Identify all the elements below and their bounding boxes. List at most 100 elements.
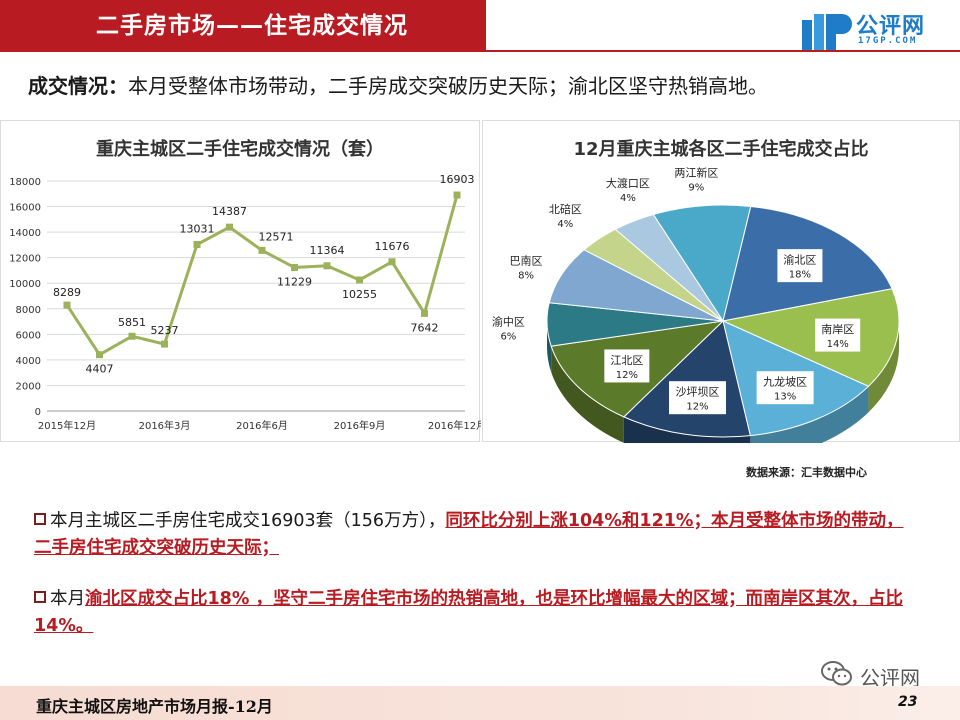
y-tick-label: 2000 <box>16 381 41 392</box>
line-chart: 0 2000 4000 6000 8000 10000 12000 14000 16000 180… <box>9 173 481 432</box>
pie-value-label: 4% <box>557 219 573 230</box>
pie-category-label: 南岸区 <box>821 323 854 336</box>
data-point <box>453 191 461 199</box>
pie-value-label: 13% <box>774 392 796 403</box>
pie-slice-side <box>623 416 751 443</box>
headline-text: 本月受整体市场带动，二手房成交突破历史天际；渝北区坚守热销高地。 <box>128 74 768 98</box>
pie-slice-side <box>868 321 899 413</box>
x-tick-label: 2016年3月 <box>139 419 191 432</box>
x-tick-label: 2016年9月 <box>334 419 386 432</box>
data-point <box>258 246 266 254</box>
y-tick-label: 6000 <box>16 330 41 341</box>
y-tick-label: 14000 <box>9 228 41 239</box>
pie-category-label: 九龙坡区 <box>763 376 807 389</box>
data-source-note: 数据来源：汇丰数据中心 <box>746 466 867 479</box>
data-label: 5237 <box>151 324 179 337</box>
pie-category-label: 两江新区 <box>674 166 718 180</box>
pie-category-label: 渝北区 <box>783 253 816 267</box>
logo-domain: 17GP.COM <box>858 36 918 46</box>
x-tick-label: 2015年12月 <box>38 419 96 432</box>
line-chart-panel: 重庆主城区二手住宅成交情况（套） 0 2000 4000 6000 8000 10000 1… <box>0 120 481 442</box>
y-tick-label: 10000 <box>9 279 41 290</box>
pie-value-label: 9% <box>688 183 704 194</box>
data-point <box>323 262 331 270</box>
pie-label-box <box>604 349 650 383</box>
pie-slice-side <box>551 346 624 443</box>
y-tick-label: 18000 <box>9 177 41 188</box>
data-label: 12571 <box>259 230 294 243</box>
data-label: 16903 <box>440 173 475 186</box>
bullet-point-2: 本月渝北区成交占比18% ，坚守二手房住宅市场的热销高地，也是环比增幅最大的区域… <box>34 586 914 640</box>
data-point <box>388 258 396 266</box>
pie-category-label: 北碚区 <box>549 202 582 216</box>
pie-label-box <box>815 318 861 352</box>
title-divider <box>486 50 960 52</box>
pie-slice <box>548 249 724 322</box>
headline: 成交情况：本月受整体市场带动，二手房成交突破历史天际；渝北区坚守热销高地。 <box>28 70 948 99</box>
data-point <box>63 301 71 309</box>
data-point <box>193 240 201 248</box>
data-point <box>291 264 298 272</box>
data-label: 13031 <box>180 222 215 235</box>
data-label: 10255 <box>342 288 377 301</box>
data-point <box>421 309 428 317</box>
logo-mark-icon <box>802 14 852 50</box>
report-name: 重庆主城区房地产市场月报-12月 <box>36 697 273 716</box>
footer-bar: 重庆主城区房地产市场月报-12月 23 <box>0 686 960 720</box>
wechat-icon <box>821 661 852 686</box>
pie-category-label: 巴南区 <box>510 255 543 268</box>
data-label: 5851 <box>118 316 146 329</box>
bullet-point-1: 本月主城区二手房住宅成交16903套（156万方），同环比分别上涨104%和12… <box>34 508 914 562</box>
series-line <box>65 194 459 357</box>
y-tick-label: 8000 <box>16 305 41 316</box>
pie-label-box <box>756 371 814 405</box>
pie-slice <box>652 204 752 323</box>
data-point <box>226 223 233 231</box>
x-tick-label: 2016年12月 <box>428 419 481 432</box>
y-tick-label: 4000 <box>16 356 41 367</box>
pie-slice <box>614 213 724 322</box>
page-number: 23 <box>898 694 918 710</box>
checkbox-bullet-icon <box>34 591 46 603</box>
checkbox-bullet-icon <box>34 513 46 525</box>
pie-value-label: 18% <box>789 270 811 281</box>
line-chart-title: 重庆主城区二手住宅成交情况（套） <box>96 139 384 160</box>
data-point <box>161 340 168 348</box>
data-label: 11676 <box>375 240 410 253</box>
pie-category-label: 大渡口区 <box>606 176 650 190</box>
y-tick-label: 0 <box>35 407 41 418</box>
brand-logo: 公评网 17GP.COM <box>800 6 950 54</box>
x-tick-label: 2016年6月 <box>236 419 288 432</box>
pie-value-label: 12% <box>616 370 638 381</box>
bullet-1-highlight: 同环比分别上涨104%和121%；本月受整体市场的带动，二手房住宅成交突破历史天… <box>34 511 904 558</box>
data-label: 7642 <box>411 321 439 334</box>
pie-value-label: 6% <box>500 331 516 342</box>
y-tick-label: 12000 <box>9 254 41 265</box>
pie-value-label: 14% <box>827 339 849 350</box>
data-point <box>96 351 103 359</box>
pie-value-label: 4% <box>620 193 636 204</box>
pie-chart: 两江新区 9% 渝北区 18% 南岸区 14% 九龙坡区 13% 沙坪坝区 12% 江北区 12% 渝中… <box>492 166 900 443</box>
pie-value-label: 12% <box>686 402 708 413</box>
pie-label-box <box>669 381 727 415</box>
pie-category-label: 渝中区 <box>492 314 525 328</box>
data-label: 11364 <box>310 244 345 257</box>
y-tick-label: 16000 <box>9 203 41 214</box>
pie-chart-title: 12月重庆主城各区二手住宅成交占比 <box>573 139 869 160</box>
data-label: 4407 <box>86 363 114 376</box>
slide-title: 二手房市场——住宅成交情况 <box>0 0 486 52</box>
pie-slice-side <box>750 386 869 443</box>
data-point <box>356 276 363 284</box>
pie-category-label: 江北区 <box>610 354 643 367</box>
bullet-1-plain: 本月主城区二手房住宅成交16903套（156万方）， <box>50 511 446 531</box>
pie-label-box <box>777 249 823 283</box>
headline-lead: 成交情况： <box>28 74 128 98</box>
data-label: 14387 <box>212 205 247 218</box>
data-label: 11229 <box>277 276 312 289</box>
pie-slice <box>721 288 900 387</box>
pie-value-label: 8% <box>518 271 534 282</box>
logo-text: 公评网 <box>856 14 926 39</box>
pie-category-label: 沙坪坝区 <box>676 385 720 399</box>
data-label: 8289 <box>53 286 81 299</box>
bullet-2-highlight: 渝北区成交占比18% ，坚守二手房住宅市场的热销高地，也是环比增幅最大的区域；而… <box>34 589 903 636</box>
